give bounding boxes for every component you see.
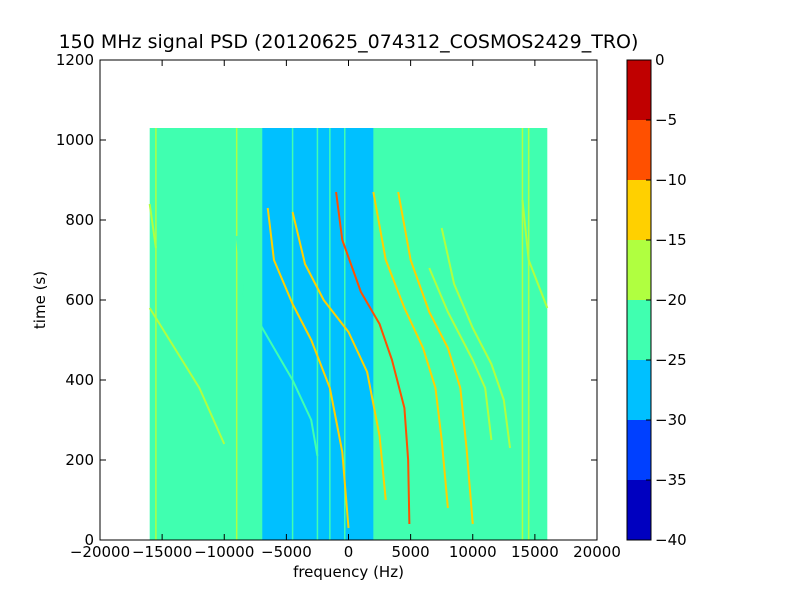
doppler-trace — [428, 267, 493, 441]
y-tick-label: 1000 — [56, 131, 94, 149]
colorbar-tick-label: 0 — [655, 51, 665, 69]
colorbar: 0 −5 −10 −15 −20 −25 −30 −35 −40 — [626, 51, 687, 549]
y-tick-label: 200 — [65, 451, 94, 469]
colorbar-tick-label: −5 — [655, 111, 677, 129]
y-axis: 0 200 400 600 800 1000 1200 — [56, 51, 597, 549]
doppler-trace — [372, 191, 449, 509]
doppler-trace — [291, 211, 387, 501]
x-tick-label: −15000 — [132, 543, 192, 561]
x-tick-label: −20000 — [70, 543, 130, 561]
chart-title: 150 MHz signal PSD (20120625_074312_COSM… — [59, 31, 639, 53]
colorbar-segment — [627, 360, 651, 420]
doppler-trace — [335, 191, 411, 525]
colorbar-segment — [627, 480, 651, 540]
doppler-trace — [521, 199, 549, 309]
x-tick-label: 15000 — [511, 543, 559, 561]
colorbar-segment — [627, 60, 651, 120]
colorbar-tick-label: −25 — [655, 351, 687, 369]
colorbar-segment — [627, 240, 651, 300]
colorbar-tick-label: −35 — [655, 471, 687, 489]
plot-area — [99, 59, 598, 541]
x-axis: −20000 −15000 −10000 −5000 0 5000 10000 15000 20… — [70, 60, 621, 561]
x-axis-label: frequency (Hz) — [293, 563, 404, 581]
y-tick-label: 600 — [65, 291, 94, 309]
colorbar-tick-label: −30 — [655, 411, 687, 429]
doppler-trace — [148, 307, 226, 445]
doppler-trace — [148, 203, 157, 249]
y-tick-label: 400 — [65, 371, 94, 389]
y-tick-label: 0 — [84, 531, 94, 549]
y-tick-label: 1200 — [56, 51, 94, 69]
colorbar-tick-label: −10 — [655, 171, 687, 189]
doppler-trace — [235, 235, 319, 457]
x-tick-label: 10000 — [449, 543, 497, 561]
colorbar-segment — [627, 420, 651, 480]
y-tick-label: 800 — [65, 211, 94, 229]
doppler-trace — [266, 207, 350, 529]
y-axis-label: time (s) — [31, 271, 49, 329]
colorbar-segment — [627, 300, 651, 360]
colorbar-tick-label: −20 — [655, 291, 687, 309]
colorbar-segment — [627, 120, 651, 180]
doppler-trace — [440, 227, 512, 449]
x-tick-label: −5000 — [261, 543, 312, 561]
colorbar-tick-label: −40 — [655, 531, 687, 549]
colorbar-tick-label: −15 — [655, 231, 687, 249]
colorbar-segment — [627, 180, 651, 240]
x-tick-label: −10000 — [194, 543, 254, 561]
x-tick-label: 5000 — [392, 543, 430, 561]
x-tick-label: 0 — [344, 543, 354, 561]
doppler-trace — [397, 191, 474, 525]
x-tick-label: 20000 — [573, 543, 621, 561]
